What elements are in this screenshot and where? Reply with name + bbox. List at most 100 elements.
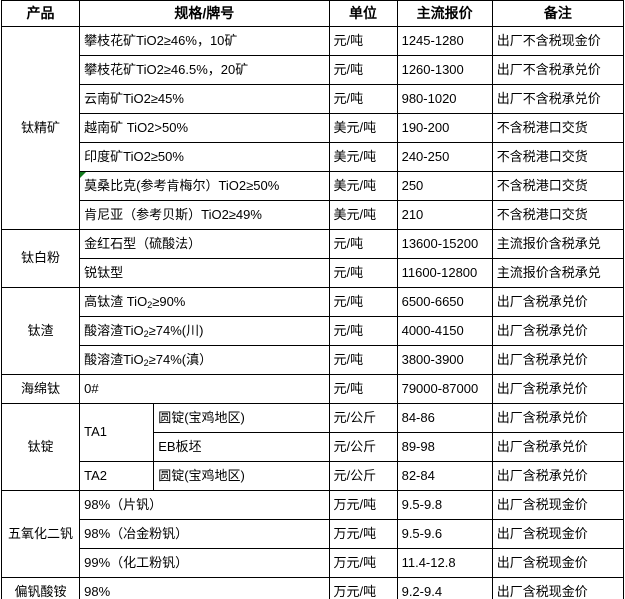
price-cell: 1245-1280 xyxy=(396,26,493,56)
price-cell: 9.5-9.8 xyxy=(396,490,493,520)
unit-cell: 元/吨 xyxy=(328,316,398,346)
price-cell: 84-86 xyxy=(396,403,493,433)
product-cell: 海绵钛 xyxy=(0,374,81,404)
remark-cell: 不含税港口交货 xyxy=(491,200,625,230)
remark-cell: 出厂含税承兑价 xyxy=(491,316,625,346)
unit-cell: 万元/吨 xyxy=(328,577,398,599)
product-cell: 五氧化二钒 xyxy=(0,490,81,578)
price-cell: 11.4-12.8 xyxy=(396,548,493,578)
header-price: 主流报价 xyxy=(396,0,493,27)
spec-cell: 圆锭(宝鸡地区) xyxy=(153,403,330,433)
remark-cell: 不含税港口交货 xyxy=(491,171,625,201)
price-cell: 9.5-9.6 xyxy=(396,519,493,549)
unit-cell: 元/公斤 xyxy=(328,432,398,462)
spec-text-post: ≥90% xyxy=(152,293,186,309)
spec-cell: 攀枝花矿TiO2≥46.5%，20矿 xyxy=(79,55,330,85)
spec-text-post: ≥74%(滇） xyxy=(148,351,213,367)
product-cell: 钛精矿 xyxy=(0,26,81,230)
spec-cell: 圆锭(宝鸡地区) xyxy=(153,461,330,491)
remark-cell: 出厂不含税现金价 xyxy=(491,26,625,56)
table-row: 云南矿TiO2≥45% 元/吨 980-1020 出厂不含税承兑价 xyxy=(2,84,625,114)
price-cell: 79000-87000 xyxy=(396,374,493,404)
spec-cell: 肯尼亚（参考贝斯）TiO2≥49% xyxy=(79,200,330,230)
spec-cell: 攀枝花矿TiO2≥46%，10矿 xyxy=(79,26,330,56)
remark-cell: 主流报价含税承兑 xyxy=(491,229,625,259)
remark-cell: 出厂含税现金价 xyxy=(491,577,625,599)
price-cell: 11600-12800 xyxy=(396,258,493,288)
spec-cell: 0# xyxy=(79,374,330,404)
unit-cell: 美元/吨 xyxy=(328,200,398,230)
unit-cell: 元/吨 xyxy=(328,287,398,317)
spec-text-pre: 高钛渣 TiO xyxy=(84,293,148,309)
spec-cell: EB板坯 xyxy=(153,432,330,462)
remark-cell: 出厂含税承兑价 xyxy=(491,287,625,317)
table-row: 钛锭 TA1 圆锭(宝鸡地区) 元/公斤 84-86 出厂含税承兑价 xyxy=(0,403,625,491)
grade-cell: TA2 xyxy=(79,461,155,491)
table-row: 98%（冶金粉钒） 万元/吨 9.5-9.6 出厂含税现金价 xyxy=(2,519,625,549)
remark-cell: 出厂含税承兑价 xyxy=(491,403,625,433)
spec-subscript: 2 xyxy=(143,328,149,339)
header-spec: 规格/牌号 xyxy=(79,0,330,27)
comment-indicator-icon xyxy=(80,172,87,178)
table-header: 产品 规格/牌号 单位 主流报价 备注 xyxy=(0,0,625,27)
price-cell: 13600-15200 xyxy=(396,229,493,259)
header-product: 产品 xyxy=(0,0,81,27)
spec-subscript: 2 xyxy=(147,299,153,310)
spec-cell: 高钛渣 TiO2≥90% xyxy=(79,287,330,317)
price-cell: 210 xyxy=(396,200,493,230)
table-row: 偏钒酸铵 98% 万元/吨 9.2-9.4 出厂含税现金价 xyxy=(0,577,625,599)
unit-cell: 元/吨 xyxy=(328,55,398,85)
price-cell: 190-200 xyxy=(396,113,493,143)
table-row: 锐钛型 元/吨 11600-12800 主流报价含税承兑 xyxy=(2,258,625,288)
unit-cell: 元/公斤 xyxy=(328,403,398,433)
header-row: 产品 规格/牌号 单位 主流报价 备注 xyxy=(0,0,625,27)
remark-cell: 出厂含税现金价 xyxy=(491,490,625,520)
price-cell: 980-1020 xyxy=(396,84,493,114)
spec-cell: 酸溶渣TiO2≥74%(川) xyxy=(79,316,330,346)
unit-cell: 元/吨 xyxy=(328,229,398,259)
table-row: 钛渣 高钛渣 TiO2≥90% 元/吨 6500-6650 出厂含税承兑价 xyxy=(0,287,625,375)
price-cell: 3800-3900 xyxy=(396,345,493,375)
spec-cell: 金红石型（硫酸法） xyxy=(79,229,330,259)
table-row: 酸溶渣TiO2≥74%(滇） 元/吨 3800-3900 出厂含税承兑价 xyxy=(2,345,625,375)
unit-cell: 美元/吨 xyxy=(328,142,398,172)
remark-cell: 不含税港口交货 xyxy=(491,142,625,172)
unit-cell: 元/吨 xyxy=(328,374,398,404)
table-row: 越南矿 TiO2>50% 美元/吨 190-200 不含税港口交货 xyxy=(2,113,625,143)
table-row: 攀枝花矿TiO2≥46.5%，20矿 元/吨 1260-1300 出厂不含税承兑价 xyxy=(2,55,625,85)
remark-cell: 主流报价含税承兑 xyxy=(491,258,625,288)
product-cell: 钛白粉 xyxy=(0,229,81,288)
spec-cell: 酸溶渣TiO2≥74%(滇） xyxy=(79,345,330,375)
spec-text-post: ≥74%(川) xyxy=(148,322,204,338)
spec-cell: 锐钛型 xyxy=(79,258,330,288)
remark-cell: 出厂含税现金价 xyxy=(491,519,625,549)
price-cell: 240-250 xyxy=(396,142,493,172)
spec-cell: 99%（化工粉钒） xyxy=(79,548,330,578)
product-cell: 钛渣 xyxy=(0,287,81,375)
spec-subscript: 2 xyxy=(143,357,149,368)
unit-cell: 元/吨 xyxy=(328,258,398,288)
price-cell: 250 xyxy=(396,171,493,201)
table-row: 钛精矿 攀枝花矿TiO2≥46%，10矿 元/吨 1245-1280 出厂不含税现金价 xyxy=(0,26,625,230)
spec-cell: 越南矿 TiO2>50% xyxy=(79,113,330,143)
remark-cell: 出厂含税承兑价 xyxy=(491,461,625,491)
product-cell: 偏钒酸铵 xyxy=(0,577,81,599)
remark-cell: 出厂不含税承兑价 xyxy=(491,84,625,114)
remark-cell: 出厂含税现金价 xyxy=(491,548,625,578)
unit-cell: 万元/吨 xyxy=(328,519,398,549)
table-row: 海绵钛 0# 元/吨 79000-87000 出厂含税承兑价 xyxy=(0,374,625,404)
table-row: 莫桑比克(参考肯梅尔）TiO2≥50% 美元/吨 250 不含税港口交货 xyxy=(2,171,625,201)
spec-cell: 云南矿TiO2≥45% xyxy=(79,84,330,114)
remark-cell: 出厂含税承兑价 xyxy=(491,432,625,462)
remark-cell: 不含税港口交货 xyxy=(491,113,625,143)
table-row: 99%（化工粉钒） 万元/吨 11.4-12.8 出厂含税现金价 xyxy=(2,548,625,578)
price-cell: 82-84 xyxy=(396,461,493,491)
remark-cell: 出厂含税承兑价 xyxy=(491,374,625,404)
spec-cell: 98% xyxy=(79,577,330,599)
table-row: 肯尼亚（参考贝斯）TiO2≥49% 美元/吨 210 不含税港口交货 xyxy=(2,200,625,230)
table-row: 酸溶渣TiO2≥74%(川) 元/吨 4000-4150 出厂含税承兑价 xyxy=(2,316,625,346)
unit-cell: 元/吨 xyxy=(328,26,398,56)
unit-cell: 万元/吨 xyxy=(328,490,398,520)
